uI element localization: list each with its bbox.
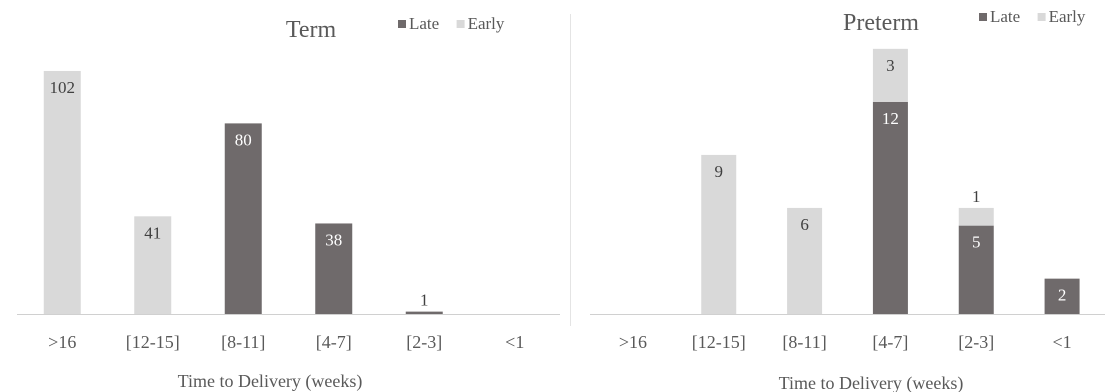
preterm-tick-label-lt1: <1 [1053, 332, 1072, 352]
term-data-label-late-2-3: 1 [420, 291, 429, 310]
term-legend-swatch-late [398, 20, 406, 28]
term-tick-label-12-15: [12-15] [126, 332, 180, 352]
preterm-chart-title: Preterm [843, 10, 919, 36]
term-legend-label-early: Early [468, 14, 505, 33]
term-data-label-early-12-15: 41 [144, 223, 161, 242]
preterm-data-label-early-12-15: 9 [715, 162, 724, 181]
term-bar-early-12-15 [134, 216, 172, 314]
term-data-label-late-8-11: 80 [235, 130, 252, 149]
preterm-bar-early-4-7 [872, 48, 908, 102]
preterm-bar-early-12-15 [701, 154, 737, 314]
preterm-bar-late-2-3 [958, 225, 994, 314]
term-tick-label-4-7: [4-7] [316, 332, 352, 352]
preterm-legend-label-early: Early [1049, 7, 1086, 26]
term-x-axis-label: Time to Delivery (weeks) [178, 371, 363, 392]
preterm-tick-label-12-15: [12-15] [692, 332, 746, 352]
preterm-tick-label-gt16: >16 [619, 332, 647, 352]
preterm-data-label-early-8-11: 6 [800, 215, 809, 234]
term-bar-early-gt16 [43, 70, 81, 315]
preterm-legend-swatch-early [1037, 13, 1046, 21]
preterm-data-label-late-lt1: 2 [1058, 286, 1067, 305]
term-bar-late-2-3 [405, 311, 443, 314]
preterm-bar-early-2-3 [958, 207, 994, 226]
term-data-label-early-gt16: 102 [50, 78, 76, 97]
term-chart-panel: Term Late Early 102 >16 41 [12-15] 80 [8-11] 38 [4… [17, 14, 560, 392]
preterm-data-label-late-4-7: 12 [882, 109, 899, 128]
preterm-data-label-early-2-3: 1 [972, 187, 981, 206]
term-tick-label-gt16: >16 [48, 332, 76, 352]
preterm-chart-panel: Preterm Late Early >16 9 [12-15] 6 [8-11] 12 3 [4-… [580, 0, 1105, 392]
term-tick-label-2-3: [2-3] [406, 332, 442, 352]
preterm-legend-label-late: Late [990, 7, 1020, 26]
term-tick-label-8-11: [8-11] [221, 332, 265, 352]
preterm-bar-early-8-11 [787, 207, 823, 314]
term-legend-label-late: Late [409, 14, 439, 33]
term-chart-title: Term [286, 17, 337, 43]
preterm-data-label-late-2-3: 5 [972, 233, 981, 252]
preterm-x-axis-label: Time to Delivery (weeks) [779, 373, 964, 392]
preterm-bar-late-4-7 [872, 101, 908, 314]
term-data-label-late-4-7: 38 [325, 230, 342, 249]
term-bar-late-8-11 [224, 123, 262, 315]
preterm-tick-label-2-3: [2-3] [958, 332, 994, 352]
preterm-legend-swatch-late [979, 13, 987, 21]
term-tick-label-lt1: <1 [505, 332, 524, 352]
panel-divider [570, 14, 571, 326]
preterm-chart: Preterm Late Early>169[12-15]6[8-11]123[4-… [590, 7, 1105, 392]
preterm-tick-label-4-7: [4-7] [872, 332, 908, 352]
term-legend-swatch-early [456, 20, 465, 28]
preterm-bar-late-lt1 [1044, 278, 1080, 314]
term-chart: Term Late Early 102 >16 41 [12-15] 80 [8-11] 38 [4… [17, 14, 560, 392]
preterm-data-label-early-4-7: 3 [886, 56, 895, 75]
term-bar-late-4-7 [315, 223, 353, 314]
preterm-tick-label-8-11: [8-11] [782, 332, 826, 352]
